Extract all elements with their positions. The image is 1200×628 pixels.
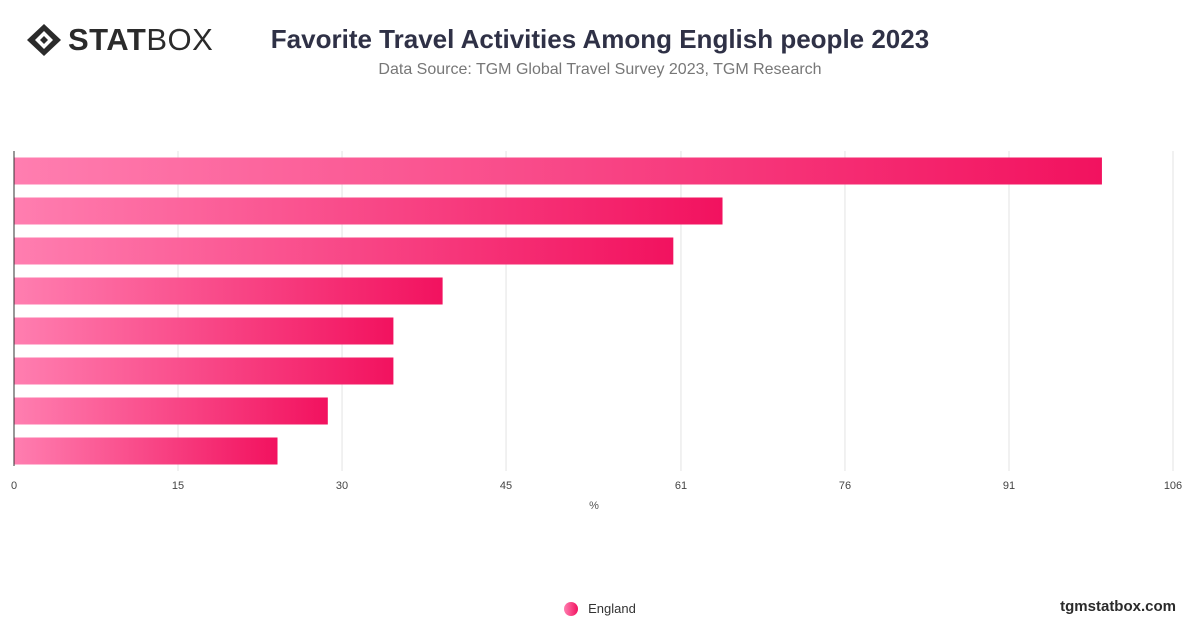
- site-url: tgmstatbox.com: [1060, 598, 1176, 615]
- bar[interactable]: [14, 277, 443, 305]
- bar[interactable]: [14, 437, 278, 465]
- bar[interactable]: [14, 397, 328, 425]
- logo-wordmark-stat: STAT: [68, 22, 147, 57]
- logo-wordmark: STATBOX: [68, 22, 213, 58]
- x-tick-label: 15: [172, 480, 184, 492]
- statbox-diamond-icon: [27, 24, 61, 56]
- x-tick-label: 91: [1003, 480, 1015, 492]
- legend: England: [0, 601, 1200, 616]
- bar[interactable]: [14, 317, 394, 345]
- x-tick-label: 45: [500, 480, 512, 492]
- legend-swatch-england[interactable]: [564, 601, 579, 616]
- bar[interactable]: [14, 157, 1102, 185]
- x-axis-title: %: [589, 500, 599, 512]
- bar[interactable]: [14, 357, 394, 385]
- chart-title: Favorite Travel Activities Among English…: [270, 24, 930, 54]
- x-tick-label: 0: [11, 480, 17, 492]
- chart-subtitle: Data Source: TGM Global Travel Survey 20…: [378, 61, 822, 78]
- bar[interactable]: [14, 237, 674, 265]
- x-tick-label: 30: [336, 480, 348, 492]
- bar[interactable]: [14, 197, 723, 225]
- x-tick-label: 61: [675, 480, 687, 492]
- x-tick-label: 106: [1164, 480, 1182, 492]
- statbox-logo: STATBOX: [26, 22, 213, 58]
- legend-label-england[interactable]: England: [588, 601, 636, 616]
- bars: [14, 157, 1102, 465]
- logo-wordmark-box: BOX: [146, 22, 214, 57]
- x-axis: 0 15 30 45 61 76 91 106: [11, 151, 1182, 492]
- x-tick-label: 76: [839, 480, 851, 492]
